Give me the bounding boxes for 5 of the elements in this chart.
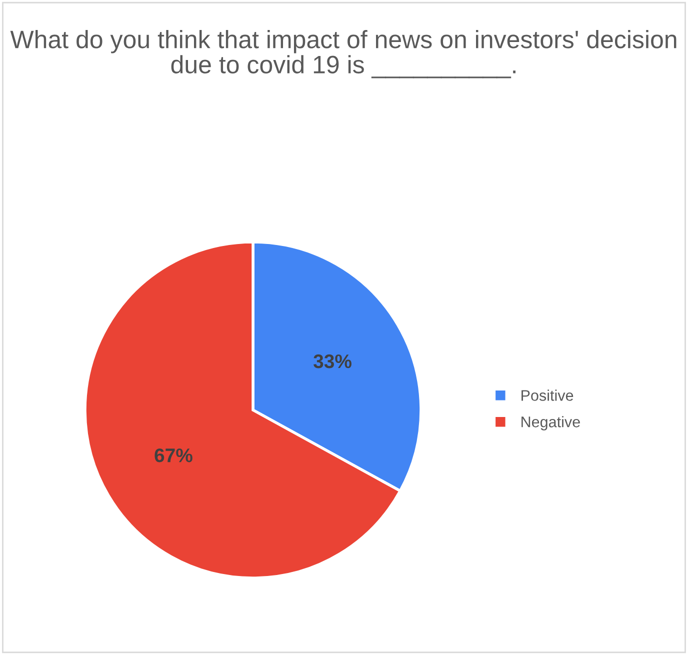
legend-label: Negative	[522, 416, 580, 430]
data-label: 67%	[154, 448, 192, 462]
legend-label: Positive	[522, 390, 574, 401]
data-label: 33%	[314, 354, 352, 368]
chart-title: What do you think that impact of news on investors' decision due to covid 19 is __________.	[10, 30, 676, 78]
